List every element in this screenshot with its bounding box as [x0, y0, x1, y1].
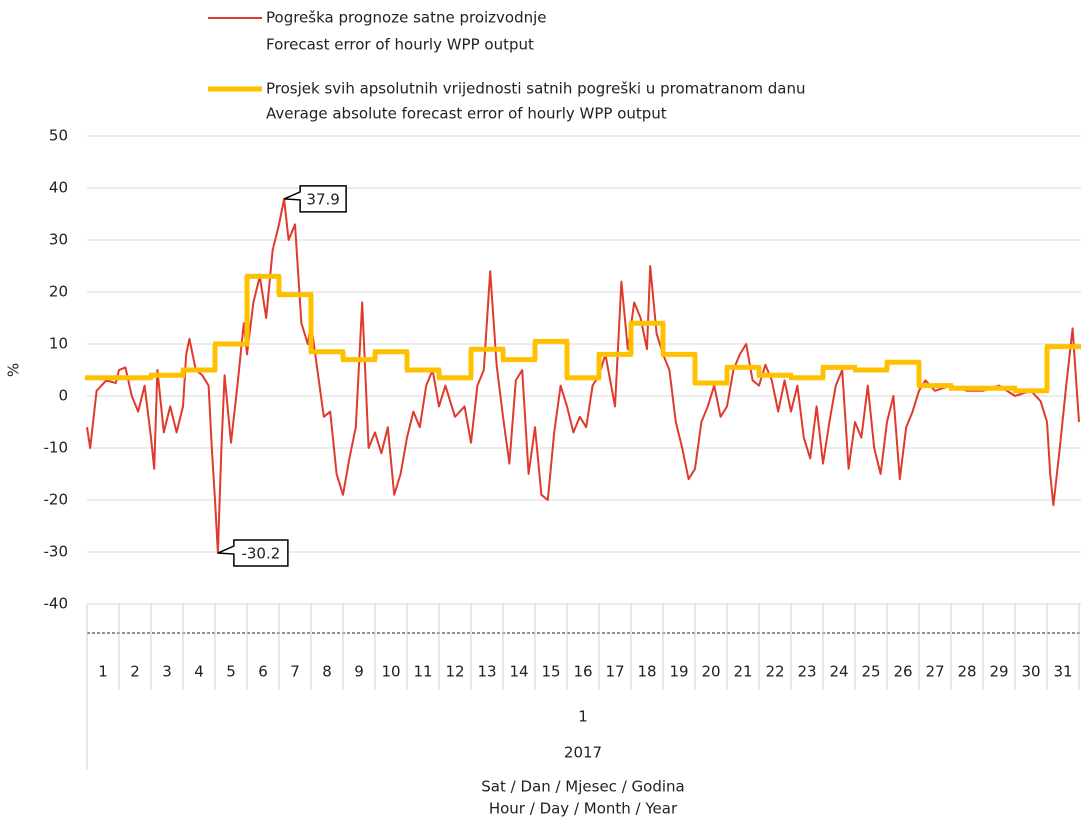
y-tick-label: 10 — [49, 335, 68, 353]
x-tick-label: 2 — [130, 663, 140, 681]
x-tick-label: 4 — [194, 663, 204, 681]
legend-label: Forecast error of hourly WPP output — [266, 36, 534, 54]
y-tick-label: -10 — [44, 439, 69, 457]
month-label: 1 — [578, 708, 588, 726]
legend-label: Prosjek svih apsolutnih vrijednosti satn… — [266, 80, 805, 98]
x-tick-label: 10 — [381, 663, 400, 681]
x-tick-label: 11 — [413, 663, 432, 681]
x-tick-label: 31 — [1053, 663, 1072, 681]
x-tick-label: 21 — [733, 663, 752, 681]
callout — [283, 185, 347, 213]
y-axis-label: % — [5, 363, 23, 377]
x-tick-label: 25 — [861, 663, 880, 681]
x-tick-label: 15 — [541, 663, 560, 681]
x-tick-label: 14 — [509, 663, 528, 681]
x-tick-label: 3 — [162, 663, 172, 681]
x-tick-label: 18 — [637, 663, 656, 681]
x-tick-label: 28 — [957, 663, 976, 681]
y-tick-label: -40 — [44, 595, 69, 613]
callout-label: 37.9 — [306, 190, 339, 208]
x-tick-label: 7 — [290, 663, 300, 681]
x-tick-label: 26 — [893, 663, 912, 681]
x-axis-label: Hour / Day / Month / Year — [489, 800, 678, 818]
legend-label: Pogreška prognoze satne proizvodnje — [266, 9, 547, 27]
x-tick-label: 17 — [605, 663, 624, 681]
y-tick-label: 40 — [49, 179, 68, 197]
x-tick-label: 1 — [98, 663, 108, 681]
year-label: 2017 — [564, 744, 602, 762]
y-tick-label: -20 — [44, 491, 69, 509]
x-tick-label: 6 — [258, 663, 268, 681]
x-tick-label: 29 — [989, 663, 1008, 681]
callout-box — [217, 539, 289, 567]
x-tick-label: 20 — [701, 663, 720, 681]
x-axis-label: Sat / Dan / Mjesec / Godina — [481, 778, 684, 796]
x-tick-label: 5 — [226, 663, 236, 681]
y-tick-label: -30 — [44, 543, 69, 561]
x-tick-label: 12 — [445, 663, 464, 681]
x-tick-label: 24 — [829, 663, 848, 681]
y-tick-label: 0 — [58, 387, 68, 405]
y-tick-label: 50 — [49, 127, 68, 145]
x-tick-label: 22 — [765, 663, 784, 681]
x-tick-label: 13 — [477, 663, 496, 681]
x-tick-label: 16 — [573, 663, 592, 681]
legend-label: Average absolute forecast error of hourl… — [266, 105, 667, 123]
x-tick-label: 9 — [354, 663, 364, 681]
y-tick-label: 20 — [49, 283, 68, 301]
x-tick-label: 8 — [322, 663, 332, 681]
callout-label: -30.2 — [241, 545, 280, 563]
x-tick-label: 23 — [797, 663, 816, 681]
x-tick-label: 19 — [669, 663, 688, 681]
y-tick-label: 30 — [49, 231, 68, 249]
callout-box — [283, 185, 347, 213]
x-tick-label: 27 — [925, 663, 944, 681]
callout — [217, 539, 289, 567]
line-series — [86, 197, 1080, 554]
x-tick-label: 30 — [1021, 663, 1040, 681]
